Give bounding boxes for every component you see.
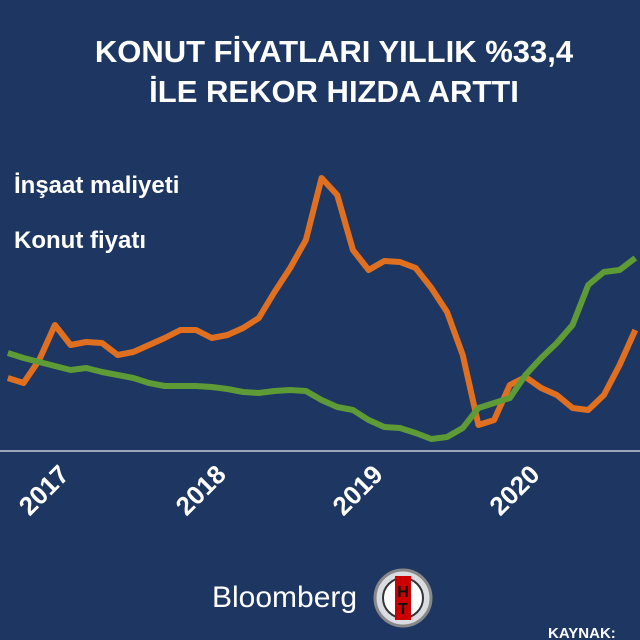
chart-title: KONUT FİYATLARI YILLIK %33,4 xyxy=(95,34,574,69)
chart-title: İLE REKOR HIZDA ARTTI xyxy=(149,74,519,109)
series-line xyxy=(6,255,638,442)
source: KAYNAK: xyxy=(548,625,616,640)
svg-text:H: H xyxy=(397,584,409,601)
svg-text:T: T xyxy=(398,601,408,618)
logo: H T xyxy=(373,568,433,628)
legend-label: İnşaat maliyeti xyxy=(14,172,179,199)
legend-label: Konut fiyatı xyxy=(14,227,146,254)
brand: Bloomberg xyxy=(212,581,357,614)
series-line xyxy=(6,175,639,428)
